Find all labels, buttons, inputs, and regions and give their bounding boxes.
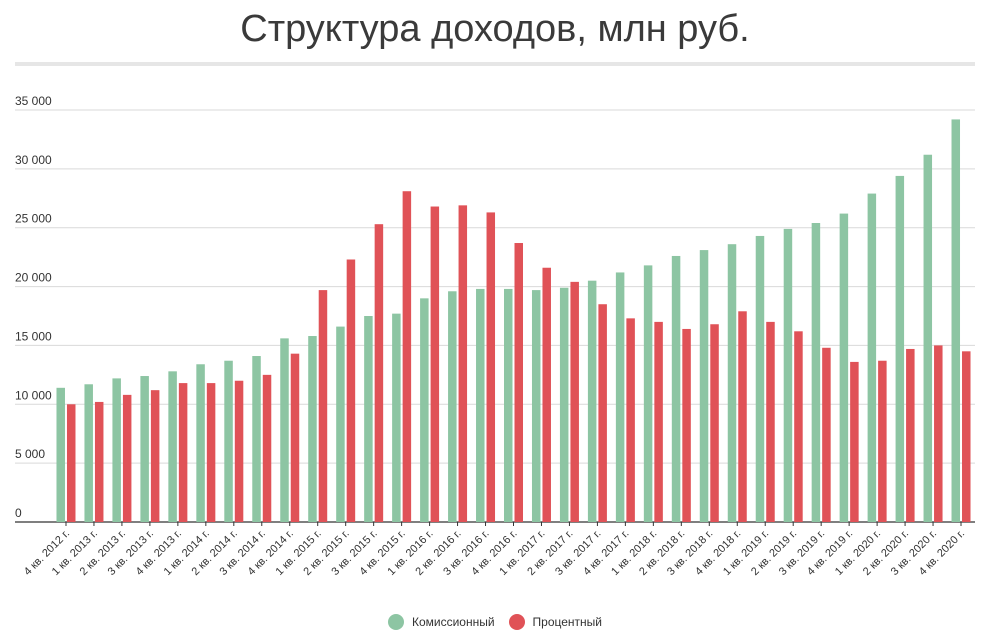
y-tick-label: 30 000 [15,153,52,167]
bar-interest [94,401,104,522]
bar-interest [934,345,943,522]
bar-interest [486,212,496,522]
bar-interest [710,324,719,522]
bar-interest [66,404,76,522]
bar-interest [906,348,915,522]
legend-item-interest[interactable]: Процентный [508,614,603,630]
bar-interest [822,347,831,522]
bar-commission [476,288,485,522]
bar-interest [542,267,551,522]
y-tick-label: 20 000 [15,271,52,285]
bar-chart: 0 5 000 10 000 15 000 20 000 25 000 30 000 35 0… [15,94,975,578]
bar-interest [150,390,160,522]
bar-commission [587,280,597,522]
bar-commission [699,250,709,522]
bar-interest [234,380,244,522]
bar-interest [514,243,523,522]
bar-interest [766,321,775,522]
legend-label-interest: Процентный [532,615,603,629]
legend-swatch-interest [508,614,525,630]
bar-commission [420,298,429,522]
bar-interest [654,321,663,522]
bar-commission [867,193,877,522]
bar-commission [336,326,345,522]
bar-interest [738,311,747,522]
bar-commission [112,378,121,522]
bar-commission [308,336,317,522]
bar-commission [559,287,569,522]
bar-commission [895,175,905,523]
bar-interest [570,281,579,522]
bar-commission [615,272,625,522]
bar-commission [224,360,233,522]
y-tick-label: 35 000 [15,94,52,108]
bar-commission [504,288,513,522]
legend: Комиссионный Процентный [0,614,990,630]
bar-commission [811,223,821,522]
legend-swatch-commission [387,614,404,630]
y-tick-label: 15 000 [15,329,52,343]
bar-commission [839,213,849,523]
bar-commission [671,255,681,523]
legend-item-commission[interactable]: Комиссионный [387,614,495,630]
bar-interest [682,328,691,522]
bar-commission [364,316,373,522]
bar-commission [84,384,93,522]
bar-commission [56,387,65,522]
bar-commission [252,356,261,522]
bar-interest [626,318,635,522]
bar-interest [122,394,132,522]
chart-title: Структура доходов, млн руб. [240,8,750,50]
bar-commission [392,313,401,522]
bar-commission [531,290,541,522]
bar-interest [262,374,272,522]
bar-commission [951,119,961,522]
bar-interest [794,331,803,522]
bar-interest [878,360,887,522]
bar-interest [346,259,356,522]
bar-interest [430,206,440,523]
y-tick-label: 0 [15,506,22,520]
y-tick-label: 25 000 [15,212,52,226]
bar-interest [178,383,188,522]
bar-interest [374,224,384,522]
bar-interest [206,383,216,522]
bar-interest [402,191,412,523]
bar-interest [290,353,300,522]
y-tick-label: 10 000 [15,388,52,402]
bar-interest [458,205,468,522]
bar-commission [783,228,793,523]
bar-commission [923,154,933,522]
legend-label-commission: Комиссионный [411,615,495,629]
bar-commission [448,291,457,522]
bar-commission [168,371,177,522]
bar-commission [140,376,149,522]
bar-commission [727,244,737,523]
bar-interest [318,290,328,522]
bar-interest [598,304,607,522]
bar-commission [280,338,289,522]
bar-interest [850,361,859,522]
y-tick-label: 5 000 [15,447,45,461]
bar-commission [196,364,205,522]
title-divider [15,62,975,66]
bar-commission [755,235,765,522]
bar-commission [643,265,653,522]
bar-interest [962,351,971,522]
